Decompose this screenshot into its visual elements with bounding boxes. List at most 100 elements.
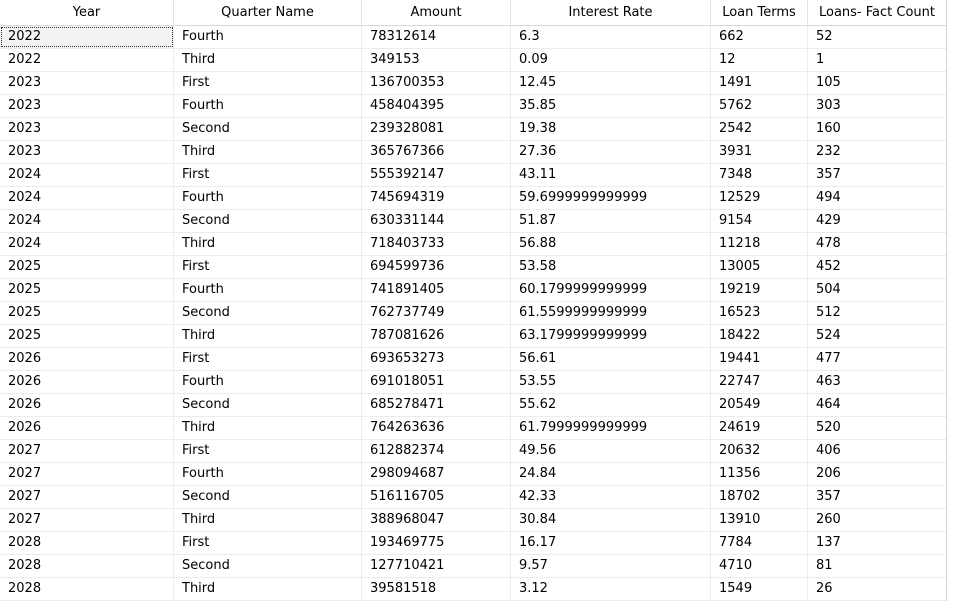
cell-interest-rate[interactable]: 56.88 [511, 233, 711, 255]
cell-loan-terms[interactable]: 5762 [711, 95, 808, 117]
cell-quarter-name[interactable]: Third [174, 417, 362, 439]
cell-quarter-name[interactable]: Third [174, 141, 362, 163]
cell-interest-rate[interactable]: 49.56 [511, 440, 711, 462]
cell-amount[interactable]: 691018051 [362, 371, 511, 393]
table-row[interactable]: 2027 First 612882374 49.56 20632 406 [0, 440, 946, 463]
table-row[interactable]: 2024 Third 718403733 56.88 11218 478 [0, 233, 946, 256]
cell-fact-count[interactable]: 81 [816, 558, 833, 573]
cell-quarter-name[interactable]: Fourth [174, 463, 362, 485]
cell-amount[interactable]: 458404395 [362, 95, 511, 117]
table-row[interactable]: 2023 Third 365767366 27.36 3931 232 [0, 141, 946, 164]
cell-quarter-name[interactable]: Second [174, 394, 362, 416]
cell-quarter-name[interactable]: First [174, 348, 362, 370]
column-header-loan-terms[interactable]: Loan Terms [711, 0, 808, 26]
column-header-interest-rate[interactable]: Interest Rate [511, 0, 711, 26]
table-row[interactable]: 2023 Fourth 458404395 35.85 5762 303 [0, 95, 946, 118]
cell-loan-terms[interactable]: 11218 [711, 233, 808, 255]
cell-interest-rate[interactable]: 6.3 [511, 26, 711, 48]
cell-interest-rate[interactable]: 24.84 [511, 463, 711, 485]
cell-amount[interactable]: 764263636 [362, 417, 511, 439]
cell-loan-terms[interactable]: 12 [711, 49, 808, 71]
cell-interest-rate[interactable]: 61.5599999999999 [511, 302, 711, 324]
cell-year[interactable]: 2027 [0, 486, 174, 508]
cell-fact-count[interactable]: 477 [816, 351, 841, 366]
cell-loan-terms[interactable]: 4710 [711, 555, 808, 577]
column-header-amount[interactable]: Amount [362, 0, 511, 26]
cell-year[interactable]: 2027 [0, 509, 174, 531]
cell-amount[interactable]: 787081626 [362, 325, 511, 347]
cell-amount[interactable]: 685278471 [362, 394, 511, 416]
cell-fact-count[interactable]: 232 [816, 144, 841, 159]
cell-fact-count[interactable]: 303 [816, 98, 841, 113]
cell-interest-rate[interactable]: 61.7999999999999 [511, 417, 711, 439]
cell-year[interactable]: 2027 [0, 440, 174, 462]
cell-year[interactable]: 2026 [0, 417, 174, 439]
table-row[interactable]: 2025 Second 762737749 61.5599999999999 16523… [0, 302, 946, 325]
cell-amount[interactable]: 741891405 [362, 279, 511, 301]
cell-interest-rate[interactable]: 60.1799999999999 [511, 279, 711, 301]
cell-fact-count[interactable]: 478 [816, 236, 841, 251]
cell-interest-rate[interactable]: 51.87 [511, 210, 711, 232]
cell-amount[interactable]: 78312614 [362, 26, 511, 48]
cell-loan-terms[interactable]: 12529 [711, 187, 808, 209]
table-row[interactable]: 2024 First 555392147 43.11 7348 357 [0, 164, 946, 187]
cell-year[interactable]: 2025 [0, 302, 174, 324]
cell-amount[interactable]: 349153 [362, 49, 511, 71]
cell-interest-rate[interactable]: 27.36 [511, 141, 711, 163]
cell-fact-count[interactable]: 406 [816, 443, 841, 458]
cell-quarter-name[interactable]: Second [174, 302, 362, 324]
cell-interest-rate[interactable]: 56.61 [511, 348, 711, 370]
cell-year[interactable]: 2028 [0, 532, 174, 554]
cell-amount[interactable]: 718403733 [362, 233, 511, 255]
cell-amount[interactable]: 39581518 [362, 578, 511, 600]
cell-amount[interactable]: 745694319 [362, 187, 511, 209]
cell-loan-terms[interactable]: 11356 [711, 463, 808, 485]
table-row[interactable]: 2025 Third 787081626 63.1799999999999 18422 5… [0, 325, 946, 348]
cell-fact-count[interactable]: 357 [816, 167, 841, 182]
cell-year[interactable]: 2024 [0, 187, 174, 209]
cell-fact-count[interactable]: 512 [816, 305, 841, 320]
cell-interest-rate[interactable]: 55.62 [511, 394, 711, 416]
cell-fact-count[interactable]: 524 [816, 328, 841, 343]
cell-interest-rate[interactable]: 63.1799999999999 [511, 325, 711, 347]
table-row[interactable]: 2028 First 193469775 16.17 7784 137 [0, 532, 946, 555]
cell-quarter-name[interactable]: Third [174, 578, 362, 600]
cell-fact-count[interactable]: 206 [816, 466, 841, 481]
cell-interest-rate[interactable]: 3.12 [511, 578, 711, 600]
table-row[interactable]: 2026 First 693653273 56.61 19441 477 [0, 348, 946, 371]
cell-loan-terms[interactable]: 9154 [711, 210, 808, 232]
cell-amount[interactable]: 555392147 [362, 164, 511, 186]
cell-fact-count[interactable]: 105 [816, 75, 841, 90]
table-row[interactable]: 2022 Third 349153 0.09 12 1 [0, 49, 946, 72]
table-row[interactable]: 2024 Second 630331144 51.87 9154 429 [0, 210, 946, 233]
cell-quarter-name[interactable]: Third [174, 49, 362, 71]
cell-loan-terms[interactable]: 2542 [711, 118, 808, 140]
cell-year[interactable]: 2026 [0, 394, 174, 416]
cell-loan-terms[interactable]: 1491 [711, 72, 808, 94]
cell-year[interactable]: 2026 [0, 371, 174, 393]
cell-year[interactable]: 2028 [0, 578, 174, 600]
table-row[interactable]: 2022 Fourth 78312614 6.3 662 52 [0, 26, 946, 49]
cell-quarter-name[interactable]: First [174, 256, 362, 278]
cell-year[interactable]: 2028 [0, 555, 174, 577]
cell-interest-rate[interactable]: 42.33 [511, 486, 711, 508]
cell-interest-rate[interactable]: 19.38 [511, 118, 711, 140]
cell-quarter-name[interactable]: Fourth [174, 26, 362, 48]
cell-loan-terms[interactable]: 7348 [711, 164, 808, 186]
cell-amount[interactable]: 612882374 [362, 440, 511, 462]
cell-year[interactable]: 2025 [0, 279, 174, 301]
cell-fact-count[interactable]: 260 [816, 512, 841, 527]
table-row[interactable]: 2028 Third 39581518 3.12 1549 26 [0, 578, 946, 601]
table-row[interactable]: 2023 First 136700353 12.45 1491 105 [0, 72, 946, 95]
cell-quarter-name[interactable]: Fourth [174, 371, 362, 393]
table-row[interactable]: 2026 Fourth 691018051 53.55 22747 463 [0, 371, 946, 394]
cell-loan-terms[interactable]: 18702 [711, 486, 808, 508]
cell-fact-count[interactable]: 160 [816, 121, 841, 136]
cell-quarter-name[interactable]: Third [174, 509, 362, 531]
cell-fact-count[interactable]: 429 [816, 213, 841, 228]
cell-year[interactable]: 2023 [0, 118, 174, 140]
cell-quarter-name[interactable]: Fourth [174, 95, 362, 117]
cell-loan-terms[interactable]: 24619 [711, 417, 808, 439]
cell-fact-count[interactable]: 137 [816, 535, 841, 550]
cell-amount[interactable]: 136700353 [362, 72, 511, 94]
